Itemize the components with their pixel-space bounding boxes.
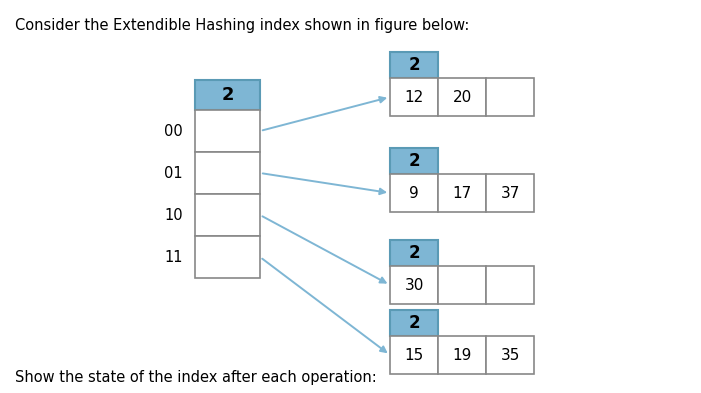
Bar (390, 266, 438, 304)
Bar (195, 152, 260, 194)
Text: 10: 10 (164, 208, 183, 222)
Text: 30: 30 (404, 277, 423, 292)
Text: Consider the Extendible Hashing index shown in figure below:: Consider the Extendible Hashing index sh… (15, 18, 470, 33)
Bar (438, 78, 486, 116)
Bar (486, 78, 534, 116)
Text: 17: 17 (452, 185, 472, 200)
Text: 12: 12 (404, 90, 423, 105)
Bar (195, 110, 260, 152)
Text: 2: 2 (408, 314, 420, 332)
Text: 00: 00 (164, 123, 183, 138)
Text: 19: 19 (452, 347, 472, 362)
Text: 15: 15 (404, 347, 423, 362)
Bar (486, 266, 534, 304)
Text: 20: 20 (452, 90, 472, 105)
Text: Show the state of the index after each operation:: Show the state of the index after each o… (15, 370, 376, 385)
Text: 01: 01 (164, 165, 183, 180)
Bar (438, 266, 486, 304)
Bar (195, 236, 260, 278)
Bar (390, 174, 438, 212)
Bar (438, 174, 486, 212)
Text: 2: 2 (222, 86, 233, 104)
Text: 2: 2 (408, 244, 420, 262)
Bar (390, 240, 438, 266)
Bar (486, 174, 534, 212)
Bar (486, 336, 534, 374)
Bar (390, 148, 438, 174)
Text: 35: 35 (501, 347, 519, 362)
Bar (195, 194, 260, 236)
Text: 11: 11 (165, 250, 183, 264)
Bar (390, 336, 438, 374)
Text: 37: 37 (501, 185, 519, 200)
Text: 2: 2 (408, 56, 420, 74)
Bar (390, 310, 438, 336)
Bar (195, 80, 260, 110)
Bar (438, 336, 486, 374)
Text: 2: 2 (408, 152, 420, 170)
Bar (390, 52, 438, 78)
Bar (390, 78, 438, 116)
Text: 9: 9 (409, 185, 419, 200)
